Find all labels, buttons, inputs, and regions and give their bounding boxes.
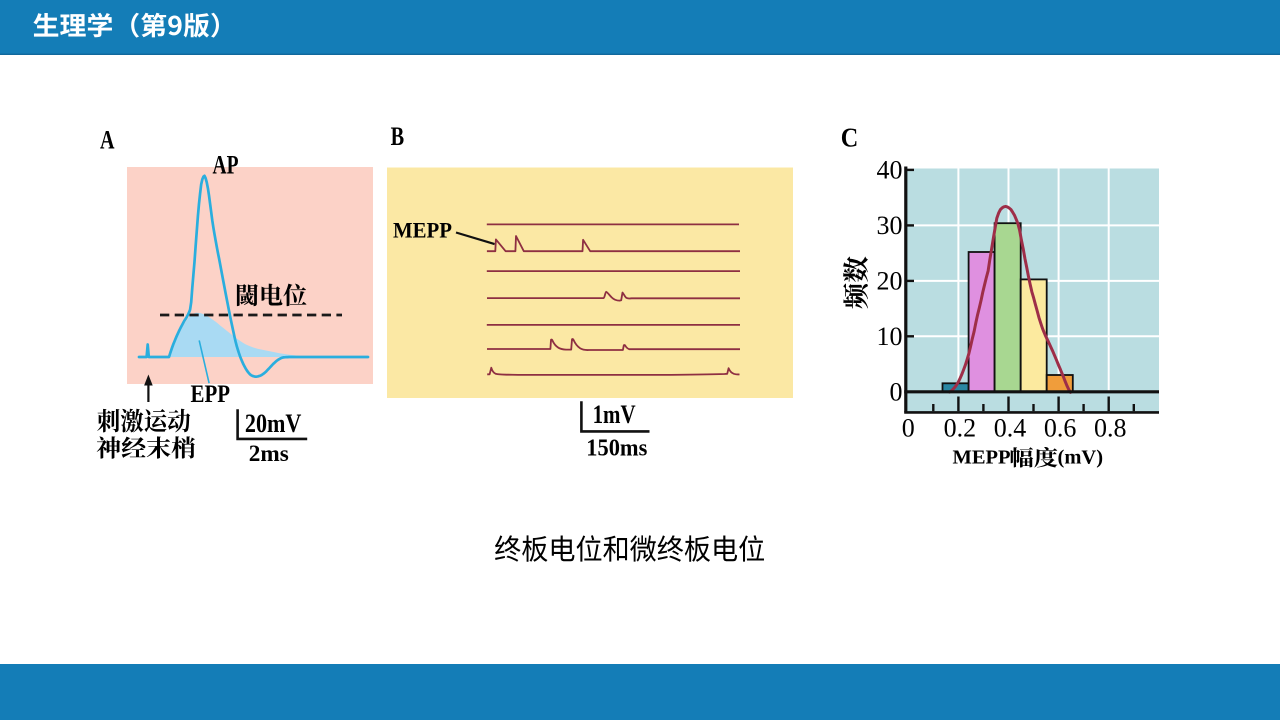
svg-text:0: 0	[902, 414, 915, 443]
svg-text:0.2: 0.2	[944, 414, 977, 443]
svg-text:C: C	[841, 123, 859, 153]
svg-text:MEPP: MEPP	[393, 217, 452, 242]
svg-text:0.6: 0.6	[1044, 414, 1077, 443]
svg-text:10: 10	[877, 322, 903, 351]
svg-text:40: 40	[877, 156, 903, 185]
svg-text:150ms: 150ms	[586, 435, 647, 461]
svg-text:2ms: 2ms	[249, 441, 289, 466]
svg-text:30: 30	[877, 211, 903, 240]
svg-text:(mV): (mV)	[1058, 447, 1104, 469]
svg-text:EPP: EPP	[191, 381, 231, 408]
svg-text:A: A	[100, 126, 115, 155]
svg-text:B: B	[391, 122, 405, 151]
svg-text:20mV: 20mV	[245, 409, 302, 438]
svg-text:0: 0	[890, 378, 903, 407]
svg-text:0.4: 0.4	[994, 414, 1027, 443]
svg-text:1mV: 1mV	[593, 400, 636, 429]
svg-text:0.8: 0.8	[1094, 414, 1127, 443]
svg-text:MEPP: MEPP	[953, 447, 1011, 469]
svg-text:20: 20	[877, 267, 903, 296]
svg-text:AP: AP	[213, 151, 239, 180]
